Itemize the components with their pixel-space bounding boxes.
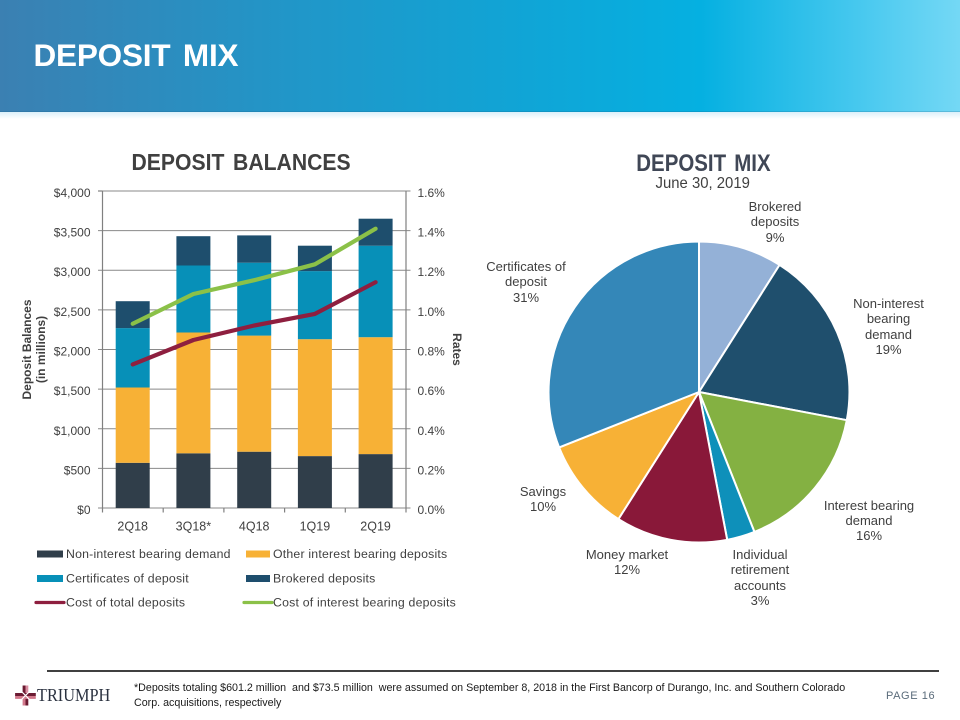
svg-text:Rates: Rates [450, 333, 464, 366]
svg-text:$1,000: $1,000 [54, 424, 91, 438]
svg-text:Cost of interest bearing depos: Cost of interest bearing deposits [273, 596, 456, 610]
svg-text:1Q19: 1Q19 [300, 519, 331, 533]
svg-text:0.6%: 0.6% [418, 384, 446, 398]
svg-text:2Q19: 2Q19 [360, 519, 391, 533]
svg-text:$500: $500 [64, 463, 91, 477]
svg-text:4Q18: 4Q18 [239, 519, 270, 533]
svg-text:Non-interest bearing demand: Non-interest bearing demand [66, 547, 231, 561]
svg-text:1.6%: 1.6% [418, 186, 446, 200]
svg-text:$1,500: $1,500 [54, 384, 91, 398]
svg-text:Other interest bearing deposit: Other interest bearing deposits [273, 547, 447, 561]
svg-text:0.8%: 0.8% [418, 345, 446, 359]
svg-text:Brokered deposits: Brokered deposits [273, 572, 376, 586]
svg-text:$3,000: $3,000 [54, 265, 91, 279]
svg-text:1.0%: 1.0% [418, 305, 446, 319]
svg-text:2Q18: 2Q18 [117, 519, 148, 533]
svg-text:Certificates of deposit: Certificates of deposit [66, 572, 189, 586]
svg-text:0.4%: 0.4% [418, 424, 446, 438]
svg-text:0.2%: 0.2% [418, 463, 446, 477]
svg-text:(in millions): (in millions) [34, 316, 48, 383]
svg-text:$2,500: $2,500 [54, 305, 91, 319]
svg-text:$4,000: $4,000 [54, 186, 91, 200]
svg-text:Cost of total deposits: Cost of total deposits [66, 596, 185, 610]
svg-text:Deposit Balances: Deposit Balances [20, 299, 34, 399]
svg-text:$3,500: $3,500 [54, 226, 91, 240]
svg-text:3Q18*: 3Q18* [176, 519, 212, 533]
svg-text:1.2%: 1.2% [418, 265, 446, 279]
svg-text:0.0%: 0.0% [418, 503, 446, 517]
svg-text:$0: $0 [77, 503, 91, 517]
svg-text:1.4%: 1.4% [418, 226, 446, 240]
svg-text:$2,000: $2,000 [54, 345, 91, 359]
